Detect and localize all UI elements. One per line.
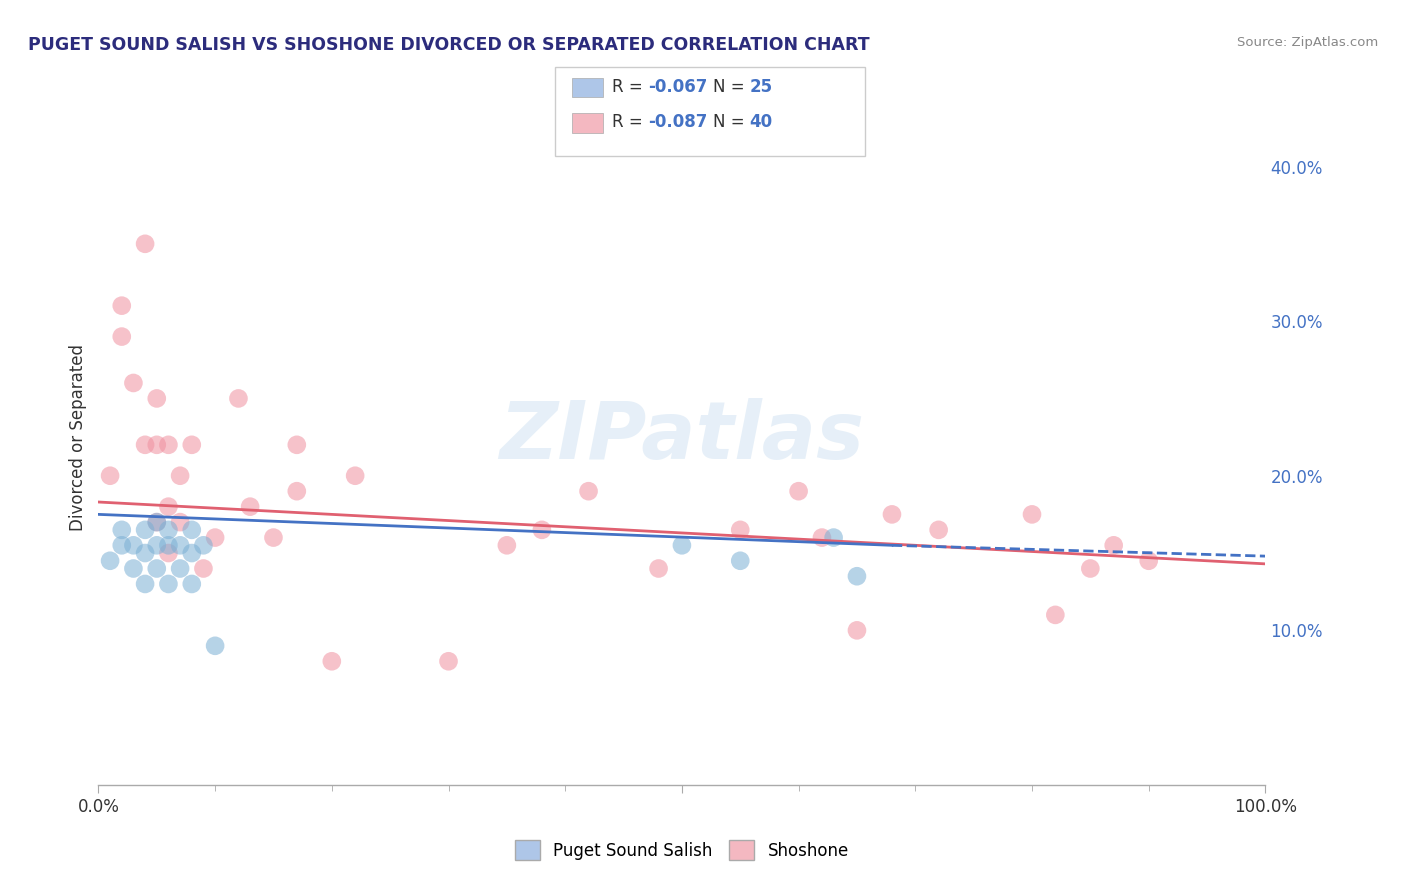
Point: [285, 484, 308, 499]
Point: [285, 438, 308, 452]
Point: [647, 561, 669, 575]
Point: [928, 523, 950, 537]
Point: [180, 438, 202, 452]
Point: [157, 523, 180, 537]
Text: -0.087: -0.087: [648, 113, 707, 131]
Text: Source: ZipAtlas.com: Source: ZipAtlas.com: [1237, 36, 1378, 49]
Point: [134, 438, 156, 452]
Point: [169, 515, 191, 529]
Text: 25: 25: [749, 78, 772, 95]
Point: [111, 329, 134, 343]
Point: [157, 500, 180, 514]
Point: [437, 654, 460, 668]
Text: R =: R =: [612, 113, 648, 131]
Point: [530, 523, 553, 537]
Text: N =: N =: [713, 113, 749, 131]
Point: [134, 546, 156, 560]
Point: [146, 515, 169, 529]
Point: [134, 523, 156, 537]
Point: [157, 538, 180, 552]
Point: [1080, 561, 1102, 575]
Point: [1102, 538, 1125, 552]
Point: [1137, 554, 1160, 568]
Legend: Puget Sound Salish, Shoshone: Puget Sound Salish, Shoshone: [508, 833, 856, 867]
Point: [846, 624, 869, 638]
Point: [730, 523, 752, 537]
Point: [122, 538, 145, 552]
Point: [787, 484, 810, 499]
Point: [111, 299, 134, 313]
Point: [193, 561, 215, 575]
Point: [180, 546, 202, 560]
Point: [823, 531, 845, 545]
Point: [344, 468, 367, 483]
Point: [134, 236, 156, 251]
Point: [134, 577, 156, 591]
Text: PUGET SOUND SALISH VS SHOSHONE DIVORCED OR SEPARATED CORRELATION CHART: PUGET SOUND SALISH VS SHOSHONE DIVORCED …: [28, 36, 870, 54]
Point: [846, 569, 869, 583]
Point: [169, 561, 191, 575]
Point: [180, 577, 202, 591]
Text: -0.067: -0.067: [648, 78, 707, 95]
Point: [262, 531, 284, 545]
Point: [169, 538, 191, 552]
Point: [228, 392, 250, 406]
Point: [111, 538, 134, 552]
Point: [146, 538, 169, 552]
Point: [180, 523, 202, 537]
Point: [146, 392, 169, 406]
Point: [578, 484, 600, 499]
Text: ZIPatlas: ZIPatlas: [499, 398, 865, 476]
Point: [98, 468, 121, 483]
Point: [204, 531, 226, 545]
Point: [321, 654, 343, 668]
Point: [730, 554, 752, 568]
Y-axis label: Divorced or Separated: Divorced or Separated: [69, 343, 87, 531]
Point: [811, 531, 834, 545]
Point: [1045, 607, 1067, 622]
Point: [193, 538, 215, 552]
Point: [169, 468, 191, 483]
Point: [122, 376, 145, 390]
Text: 40: 40: [749, 113, 772, 131]
Point: [671, 538, 693, 552]
Point: [146, 561, 169, 575]
Point: [146, 438, 169, 452]
Point: [157, 546, 180, 560]
Point: [98, 554, 121, 568]
Point: [111, 523, 134, 537]
Text: R =: R =: [612, 78, 648, 95]
Point: [157, 577, 180, 591]
Point: [204, 639, 226, 653]
Point: [1021, 508, 1043, 522]
Point: [239, 500, 262, 514]
Point: [880, 508, 903, 522]
Text: N =: N =: [713, 78, 749, 95]
Point: [157, 438, 180, 452]
Point: [146, 515, 169, 529]
Point: [122, 561, 145, 575]
Point: [496, 538, 519, 552]
